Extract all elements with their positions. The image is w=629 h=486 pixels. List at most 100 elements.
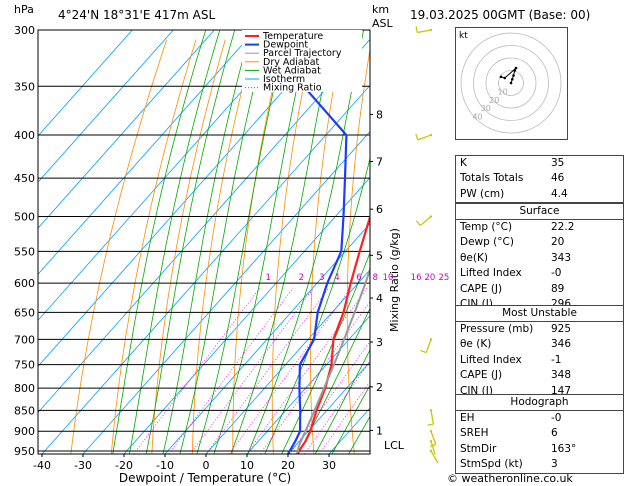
wet-adiabat-line bbox=[281, 251, 370, 454]
pressure-tick-label: 750 bbox=[14, 359, 35, 372]
most-unstable-label: Pressure (mb) bbox=[460, 323, 534, 335]
asl-unit-label: ASL bbox=[372, 17, 394, 30]
most-unstable-value: -1 bbox=[551, 353, 562, 366]
surface-label: Dewp (°C) bbox=[460, 236, 514, 249]
most-unstable-row: θe (K) 346 bbox=[456, 337, 623, 352]
pressure-tick-label: 400 bbox=[14, 129, 35, 142]
wind-barb-dot bbox=[429, 215, 433, 218]
hodograph-ring bbox=[498, 70, 524, 96]
wind-barb-flag bbox=[415, 26, 418, 33]
dry-adiabat-line bbox=[346, 47, 370, 454]
surface-label: CAPE (J) bbox=[460, 282, 503, 295]
wind-barb-dot bbox=[429, 28, 433, 32]
index-label: PW (cm) bbox=[460, 187, 505, 200]
km-tick-label: 7 bbox=[376, 155, 383, 168]
wind-barb bbox=[417, 134, 432, 141]
isotherm-line bbox=[38, 30, 174, 183]
hodograph-point bbox=[503, 76, 507, 80]
wet-adiabat-line bbox=[196, 30, 289, 454]
mixing-ratio-line bbox=[289, 340, 370, 454]
temp-tick-label: -40 bbox=[33, 459, 51, 472]
plot-area bbox=[38, 30, 370, 454]
surface-row: Temp (°C) 22.2 bbox=[456, 220, 623, 235]
most-unstable-row: Lifted Index -1 bbox=[456, 353, 623, 368]
hodograph-info-row: StmDir 163° bbox=[456, 442, 623, 457]
most-unstable-label: CIN (J) bbox=[460, 384, 493, 397]
hodograph-ring-label: 30 bbox=[481, 104, 491, 113]
legend-label: Wet Adiabat bbox=[263, 65, 321, 76]
wind-barb-flag bbox=[415, 133, 419, 141]
pressure-tick-label: 450 bbox=[14, 172, 35, 185]
legend-label: Temperature bbox=[262, 31, 323, 42]
wet-adiabat-line bbox=[314, 349, 370, 454]
km-tick-label: 6 bbox=[376, 203, 383, 216]
pressure-unit-label: hPa bbox=[14, 3, 34, 16]
hodograph-info-label: StmDir bbox=[460, 442, 497, 455]
mixing-ratio-label: 20 bbox=[424, 273, 435, 283]
wind-barb-dot bbox=[429, 338, 433, 341]
temp-tick-label: 10 bbox=[240, 459, 254, 472]
isotherm-line bbox=[287, 361, 370, 454]
wet-adiabat-line bbox=[247, 30, 364, 454]
index-label: Totals Totals bbox=[460, 172, 524, 185]
hodograph-unit-label: kt bbox=[459, 31, 468, 41]
km-unit-label: km bbox=[372, 3, 389, 16]
dry-adiabat-line bbox=[232, 39, 285, 454]
surface-panel: Surface Temp (°C) 22.2 Dewp (°C) 20 θe(K) 343… bbox=[455, 203, 624, 314]
most-unstable-value: 348 bbox=[551, 369, 572, 382]
isotherm-line bbox=[41, 84, 370, 454]
hodograph-ring-label: 20 bbox=[489, 96, 499, 105]
hodograph-info-value: 6 bbox=[551, 427, 558, 440]
surface-value: 22.2 bbox=[551, 221, 575, 233]
isotherm-line bbox=[205, 269, 370, 454]
surface-value: 89 bbox=[551, 282, 565, 295]
legend-label: Dry Adiabat bbox=[263, 57, 320, 68]
wind-barb bbox=[430, 410, 435, 425]
pressure-tick-label: 850 bbox=[14, 404, 35, 417]
most-unstable-row: CIN (J) 147 bbox=[456, 384, 623, 399]
most-unstable-panel: Most Unstable Pressure (mb) 925 θe (K) 346 L… bbox=[455, 305, 624, 401]
wind-barb-dot bbox=[429, 133, 433, 137]
wind-barb-dot bbox=[429, 429, 433, 433]
hodograph-info-row: StmSpd (kt) 3 bbox=[456, 457, 623, 472]
mixing-ratio-label: 6 bbox=[356, 273, 361, 283]
pressure-tick-label: 900 bbox=[14, 425, 35, 438]
pressure-tick-label: 650 bbox=[14, 306, 35, 319]
wind-barb-dot bbox=[429, 439, 433, 443]
pressure-tick-label: 600 bbox=[14, 277, 35, 290]
surface-value: -0 bbox=[551, 267, 562, 280]
pressure-tick-label: 350 bbox=[14, 80, 35, 93]
wind-barb bbox=[417, 29, 432, 34]
mixing-ratio-label: 4 bbox=[334, 273, 339, 283]
surface-row: Lifted Index -0 bbox=[456, 266, 623, 281]
mixing-ratio-label: 1 bbox=[266, 273, 271, 283]
km-tick-label: 3 bbox=[376, 336, 383, 349]
isotherm-line bbox=[246, 315, 370, 454]
index-label: K bbox=[460, 157, 467, 169]
wind-barb bbox=[425, 339, 432, 353]
most-unstable-title: Most Unstable bbox=[456, 306, 623, 322]
wet-adiabat-line bbox=[331, 384, 370, 454]
surface-value: 343 bbox=[551, 251, 572, 264]
dewpoint-profile bbox=[287, 30, 348, 454]
wet-adiabat-line bbox=[179, 30, 269, 454]
hodograph-ring bbox=[485, 57, 537, 109]
index-row: PW (cm) 4.4 bbox=[456, 187, 623, 202]
most-unstable-value: 147 bbox=[551, 384, 572, 397]
wind-barb-flag bbox=[415, 220, 421, 226]
temp-tick-label: 30 bbox=[322, 459, 336, 472]
hodograph-info-label: EH bbox=[460, 412, 475, 424]
surface-row: Dewp (°C) 20 bbox=[456, 235, 623, 250]
dry-adiabat-line bbox=[70, 39, 168, 454]
km-tick-label: 4 bbox=[376, 292, 383, 305]
hodograph-info-row: EH -0 bbox=[456, 411, 623, 426]
hodograph-point bbox=[510, 77, 514, 81]
hodograph-info-title: Hodograph bbox=[456, 395, 623, 411]
hodograph-ring bbox=[460, 32, 562, 134]
index-row: K 35 bbox=[456, 156, 623, 171]
index-value: 35 bbox=[551, 157, 565, 169]
hodograph-point bbox=[514, 66, 518, 70]
wind-barb bbox=[419, 216, 432, 227]
